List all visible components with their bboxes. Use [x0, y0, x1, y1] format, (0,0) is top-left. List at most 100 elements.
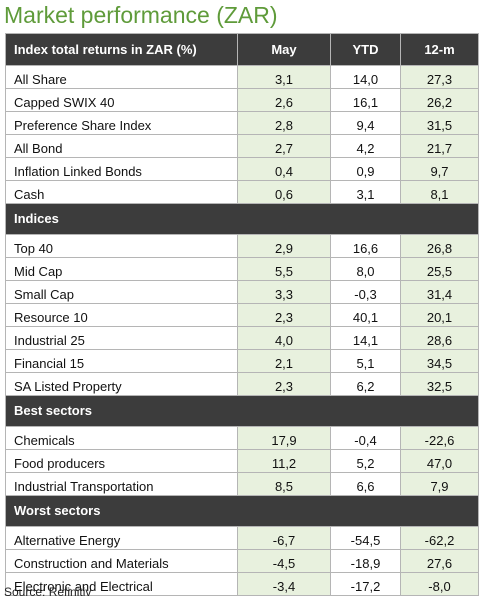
value-cell: 47,0	[400, 449, 479, 473]
row-label: Capped SWIX 40	[5, 88, 238, 112]
value-cell: 6,6	[330, 472, 401, 496]
data-row: Food producers 11,2 5,2 47,0	[5, 449, 479, 473]
data-row: Financial 15 2,1 5,1 34,5	[5, 349, 479, 373]
value-cell: 11,2	[237, 449, 331, 473]
data-row: All Bond 2,7 4,2 21,7	[5, 134, 479, 158]
section-title: Indices	[5, 203, 479, 235]
row-label: Industrial 25	[5, 326, 238, 350]
data-row: Construction and Materials -4,5 -18,9 27,6	[5, 549, 479, 573]
data-row: All Share 3,1 14,0 27,3	[5, 65, 479, 89]
table-body: All Share 3,1 14,0 27,3 Capped SWIX 40 2,6 16,…	[5, 65, 479, 596]
value-cell: 16,6	[330, 234, 401, 258]
value-cell: 5,2	[330, 449, 401, 473]
value-cell: -0,4	[330, 426, 401, 450]
value-cell: 9,4	[330, 111, 401, 135]
value-cell: -17,2	[330, 572, 401, 596]
value-cell: 31,5	[400, 111, 479, 135]
data-row: Cash 0,6 3,1 8,1	[5, 180, 479, 204]
value-cell: -4,5	[237, 549, 331, 573]
value-cell: 2,7	[237, 134, 331, 158]
row-label: Preference Share Index	[5, 111, 238, 135]
value-cell: 21,7	[400, 134, 479, 158]
row-label: Alternative Energy	[5, 526, 238, 550]
value-cell: 2,1	[237, 349, 331, 373]
value-cell: -18,9	[330, 549, 401, 573]
value-cell: -8,0	[400, 572, 479, 596]
value-cell: 14,1	[330, 326, 401, 350]
row-label: All Share	[5, 65, 238, 89]
row-label: Cash	[5, 180, 238, 204]
value-cell: 6,2	[330, 372, 401, 396]
value-cell: 5,5	[237, 257, 331, 281]
source: Source: Refinitiv	[4, 585, 92, 599]
row-label: Electronic and Electrical	[5, 572, 238, 596]
data-row: Top 40 2,9 16,6 26,8	[5, 234, 479, 258]
value-cell: 2,3	[237, 372, 331, 396]
data-row: Capped SWIX 40 2,6 16,1 26,2	[5, 88, 479, 112]
data-row: Alternative Energy -6,7 -54,5 -62,2	[5, 526, 479, 550]
row-label: Mid Cap	[5, 257, 238, 281]
header-cell: YTD	[330, 33, 401, 66]
value-cell: 8,0	[330, 257, 401, 281]
section-title: Best sectors	[5, 395, 479, 427]
value-cell: 34,5	[400, 349, 479, 373]
data-row: Electronic and Electrical -3,4 -17,2 -8,0	[5, 572, 479, 596]
value-cell: 3,3	[237, 280, 331, 304]
value-cell: 4,0	[237, 326, 331, 350]
section-row: Indices	[5, 203, 479, 235]
value-cell: 32,5	[400, 372, 479, 396]
row-label: Financial 15	[5, 349, 238, 373]
title: Market performance (ZAR)	[4, 2, 278, 28]
row-label: SA Listed Property	[5, 372, 238, 396]
row-label: Resource 10	[5, 303, 238, 327]
value-cell: 17,9	[237, 426, 331, 450]
data-row: Resource 10 2,3 40,1 20,1	[5, 303, 479, 327]
value-cell: 8,5	[237, 472, 331, 496]
row-label: Food producers	[5, 449, 238, 473]
row-label: Top 40	[5, 234, 238, 258]
value-cell: 7,9	[400, 472, 479, 496]
value-cell: 8,1	[400, 180, 479, 204]
value-cell: 0,4	[237, 157, 331, 181]
row-label: All Bond	[5, 134, 238, 158]
value-cell: 16,1	[330, 88, 401, 112]
section-title: Worst sectors	[5, 495, 479, 527]
header-row: Index total returns in ZAR (%) May YTD 12-m	[5, 33, 479, 66]
value-cell: 27,3	[400, 65, 479, 89]
data-row: Industrial Transportation 8,5 6,6 7,9	[5, 472, 479, 496]
value-cell: -0,3	[330, 280, 401, 304]
data-row: Inflation Linked Bonds 0,4 0,9 9,7	[5, 157, 479, 181]
row-label: Small Cap	[5, 280, 238, 304]
value-cell: 2,3	[237, 303, 331, 327]
value-cell: 5,1	[330, 349, 401, 373]
data-row: Small Cap 3,3 -0,3 31,4	[5, 280, 479, 304]
data-row: Chemicals 17,9 -0,4 -22,6	[5, 426, 479, 450]
row-label: Inflation Linked Bonds	[5, 157, 238, 181]
value-cell: -54,5	[330, 526, 401, 550]
header-cell: May	[237, 33, 331, 66]
value-cell: 25,5	[400, 257, 479, 281]
data-row: Mid Cap 5,5 8,0 25,5	[5, 257, 479, 281]
value-cell: 27,6	[400, 549, 479, 573]
value-cell: 31,4	[400, 280, 479, 304]
returns-table: Index total returns in ZAR (%) May YTD 12-m…	[5, 33, 479, 596]
value-cell: 2,8	[237, 111, 331, 135]
value-cell: 2,9	[237, 234, 331, 258]
value-cell: 20,1	[400, 303, 479, 327]
data-row: Preference Share Index 2,8 9,4 31,5	[5, 111, 479, 135]
value-cell: 0,9	[330, 157, 401, 181]
value-cell: 40,1	[330, 303, 401, 327]
value-cell: 28,6	[400, 326, 479, 350]
header-cell: Index total returns in ZAR (%)	[5, 33, 238, 66]
row-label: Construction and Materials	[5, 549, 238, 573]
value-cell: 4,2	[330, 134, 401, 158]
value-cell: 14,0	[330, 65, 401, 89]
value-cell: 26,8	[400, 234, 479, 258]
row-label: Chemicals	[5, 426, 238, 450]
value-cell: -3,4	[237, 572, 331, 596]
section-row: Best sectors	[5, 395, 479, 427]
value-cell: -6,7	[237, 526, 331, 550]
data-row: Industrial 25 4,0 14,1 28,6	[5, 326, 479, 350]
value-cell: 3,1	[237, 65, 331, 89]
